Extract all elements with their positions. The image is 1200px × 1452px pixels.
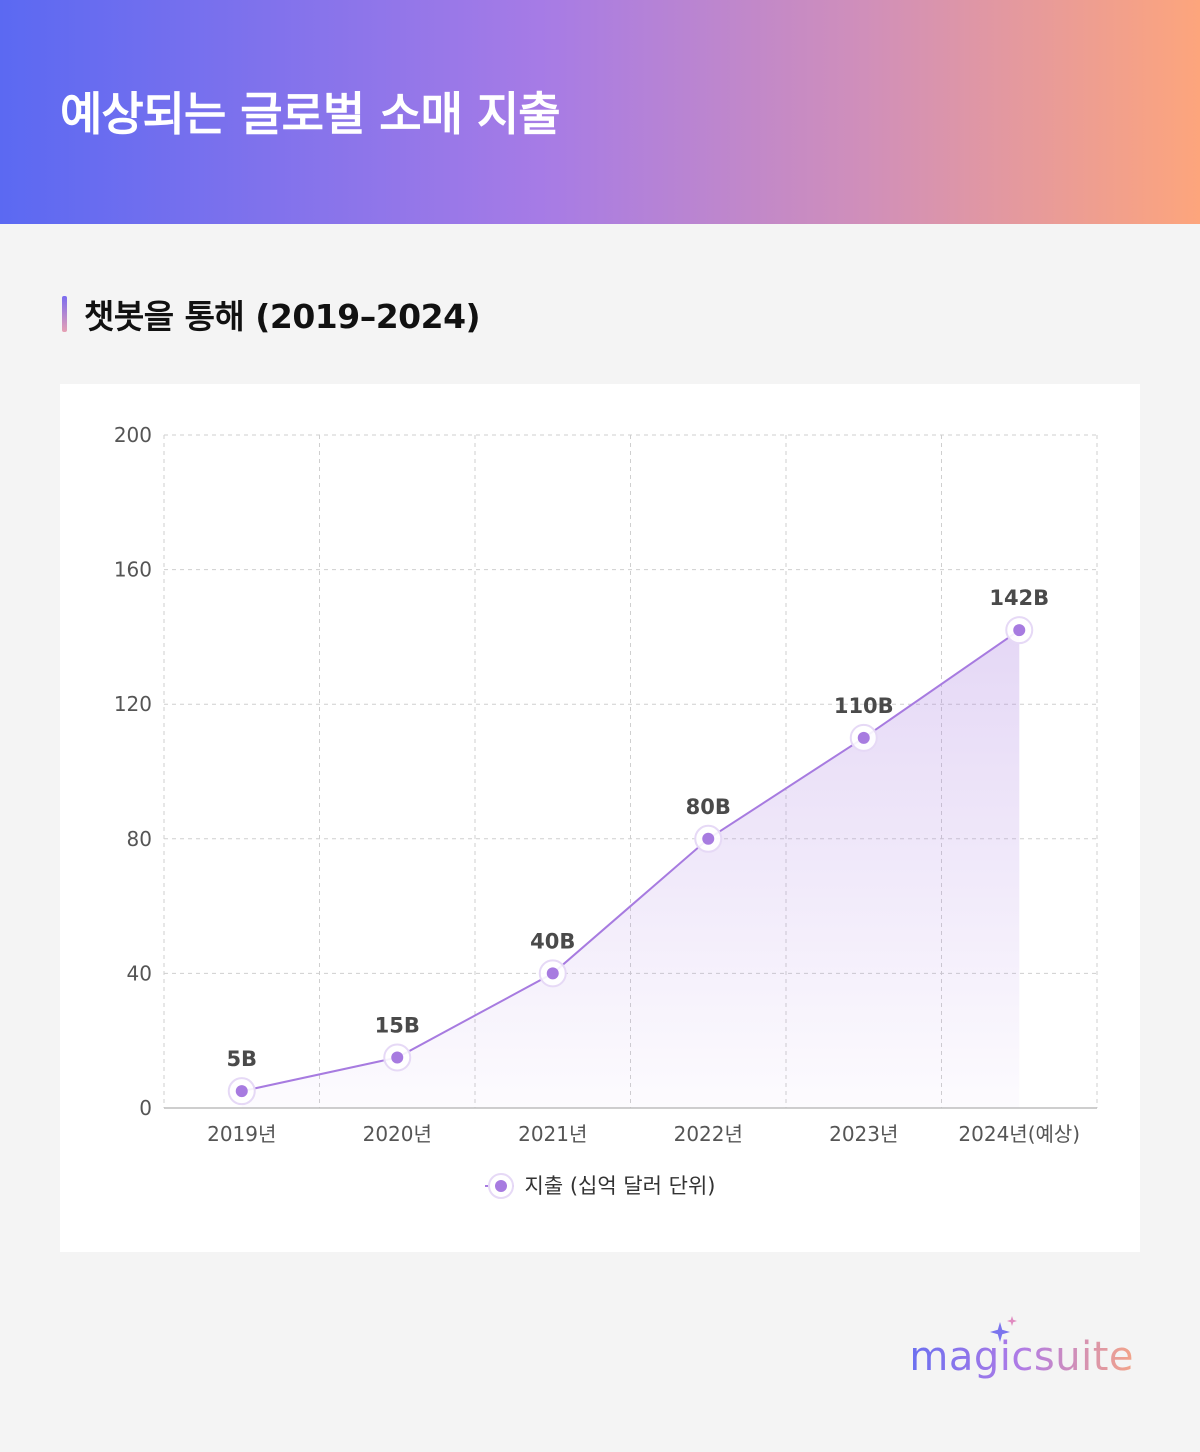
y-tick-label: 40: [127, 961, 152, 985]
sparkle-icon: [990, 1316, 1017, 1342]
x-tick-label: 2019년: [207, 1122, 276, 1146]
x-tick-label: 2021년: [518, 1122, 587, 1146]
x-tick-label: 2023년: [829, 1122, 898, 1146]
y-tick-label: 80: [127, 827, 152, 851]
y-tick-label: 160: [114, 558, 152, 582]
y-tick-label: 120: [114, 692, 152, 716]
chart-card: 0 40 80 120 160 200 2019년 2020년 2021년 2022년 2023년 2…: [60, 384, 1140, 1252]
data-point: [391, 1051, 404, 1064]
series-line: [241, 629, 1020, 1093]
accent-bar: [62, 296, 67, 332]
subtitle-text: 챗봇을 통해 (2019–2024): [84, 297, 481, 336]
data-point: [235, 1085, 248, 1098]
legend-label: 지출 (십억 달러 단위): [524, 1174, 716, 1198]
data-point: [1013, 624, 1026, 637]
header-banner: 예상되는 글로벌 소매 지출: [0, 0, 1200, 224]
brand-logo: magicsuite: [900, 1310, 1140, 1390]
x-tick-label: 2024년(예상): [958, 1122, 1080, 1146]
data-label: 15B: [375, 1014, 420, 1038]
x-tick-label: 2020년: [363, 1122, 432, 1146]
data-point: [702, 832, 715, 845]
series-area: [241, 630, 1020, 1108]
data-label: 40B: [530, 929, 575, 953]
data-label: 110B: [834, 694, 894, 718]
data-label: 5B: [226, 1047, 257, 1071]
data-point: [546, 967, 559, 980]
page-title: 예상되는 글로벌 소매 지출: [60, 87, 561, 141]
x-tick-label: 2022년: [674, 1122, 743, 1146]
brand-name: magicsuite: [909, 1334, 1134, 1380]
data-point: [857, 731, 870, 744]
y-tick-label: 0: [139, 1096, 152, 1120]
y-tick-label: 200: [114, 423, 152, 447]
line-chart: 0 40 80 120 160 200 2019년 2020년 2021년 2022년 2023년 2…: [114, 423, 1098, 1146]
legend-line-marker-icon: [484, 1173, 517, 1199]
data-label: 80B: [686, 795, 731, 819]
chart-legend: 지출 (십억 달러 단위): [60, 1170, 1140, 1202]
data-label: 142B: [989, 586, 1049, 610]
